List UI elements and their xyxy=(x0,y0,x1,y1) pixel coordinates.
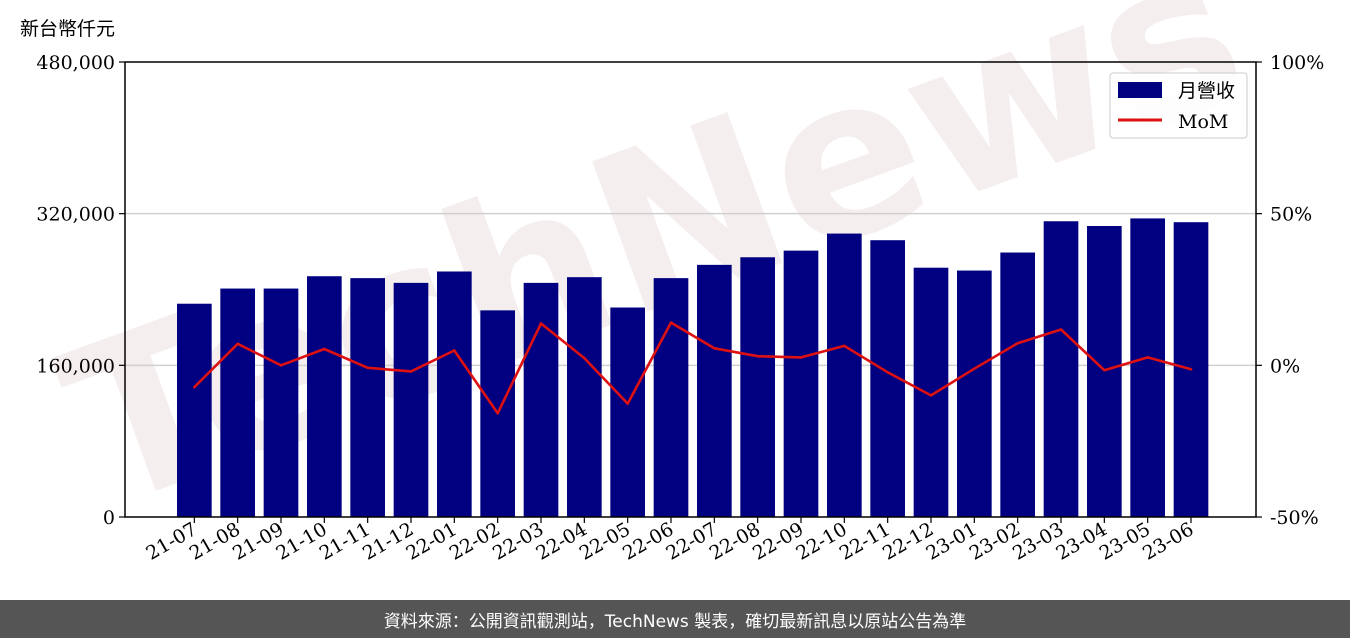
bar-series xyxy=(177,218,1209,518)
left-tick-label: 0 xyxy=(103,507,115,529)
y-axis-unit-label: 新台幣仟元 xyxy=(20,18,116,40)
bar-21-09 xyxy=(263,288,299,517)
bar-22-05 xyxy=(610,307,645,517)
mom-line xyxy=(193,321,1192,415)
bar-23-03 xyxy=(1043,221,1079,517)
plot-border xyxy=(124,61,1257,518)
mom-point-23-04 xyxy=(1103,368,1106,372)
bar-22-12 xyxy=(913,267,949,517)
left-tick-label: 320,000 xyxy=(36,204,115,226)
mom-point-22-12 xyxy=(929,394,933,397)
mom-point-23-05 xyxy=(1146,356,1149,359)
legend-label-mom: MoM xyxy=(1178,111,1228,133)
right-tick-label: -50% xyxy=(1270,507,1319,529)
left-tick-label: 160,000 xyxy=(36,355,115,377)
bar-22-03 xyxy=(523,282,559,517)
mom-point-21-12 xyxy=(409,370,413,373)
bar-21-10 xyxy=(307,276,342,517)
mom-point-21-11 xyxy=(366,366,369,370)
bar-21-11 xyxy=(350,278,385,517)
mom-series xyxy=(193,321,1193,415)
mom-point-22-06 xyxy=(669,321,673,324)
chart: TechNews 0160,000320,000480,000-50%0%50%… xyxy=(35,0,1324,565)
mom-point-22-01 xyxy=(453,349,456,352)
bar-22-08 xyxy=(740,257,775,517)
mom-point-21-10 xyxy=(323,347,326,351)
bar-23-01 xyxy=(957,270,992,517)
mom-point-22-05 xyxy=(626,402,629,405)
legend: 月營收 MoM xyxy=(1109,72,1248,139)
bar-21-07 xyxy=(177,303,212,517)
right-tick-label: 100% xyxy=(1270,52,1324,74)
plot-frame xyxy=(124,61,1257,518)
bar-22-07 xyxy=(697,264,732,517)
mom-point-23-02 xyxy=(1016,341,1019,345)
mom-point-22-10 xyxy=(843,344,846,348)
mom-point-23-01 xyxy=(973,367,976,370)
bar-22-06 xyxy=(653,278,689,517)
mom-point-22-02 xyxy=(496,411,499,415)
mom-point-22-07 xyxy=(713,347,716,350)
legend-label-revenue: 月營收 xyxy=(1178,80,1235,102)
bar-22-01 xyxy=(437,271,472,517)
mom-point-23-03 xyxy=(1059,328,1063,331)
footer-source: 資料來源：公開資訊觀測站，TechNews 製表，確切最新訊息以原站公告為準 xyxy=(0,600,1350,638)
right-tick-label: 50% xyxy=(1270,204,1312,226)
mom-point-21-07 xyxy=(193,385,196,389)
mom-point-22-03 xyxy=(539,322,543,325)
bar-22-04 xyxy=(567,277,602,517)
mom-point-22-04 xyxy=(583,356,586,360)
bar-22-10 xyxy=(827,233,862,517)
mom-point-21-09 xyxy=(279,364,283,367)
bar-23-02 xyxy=(1000,252,1035,517)
bar-23-05 xyxy=(1130,218,1165,517)
bar-21-08 xyxy=(220,288,255,517)
mom-point-21-08 xyxy=(236,342,239,346)
footer-source-text: 資料來源：公開資訊觀測站，TechNews 製表，確切最新訊息以原站公告為準 xyxy=(383,611,967,632)
bar-21-12 xyxy=(393,282,429,517)
mom-point-23-06 xyxy=(1189,367,1193,371)
x-tick-label: 23-06 xyxy=(1139,518,1197,564)
mom-point-22-09 xyxy=(799,356,803,359)
left-tick-label: 480,000 xyxy=(36,52,115,74)
bar-22-09 xyxy=(783,250,819,517)
mom-point-22-08 xyxy=(756,354,759,358)
mom-point-22-11 xyxy=(886,371,889,374)
right-tick-label: 0% xyxy=(1270,355,1300,377)
legend-swatch-bar xyxy=(1118,82,1162,98)
